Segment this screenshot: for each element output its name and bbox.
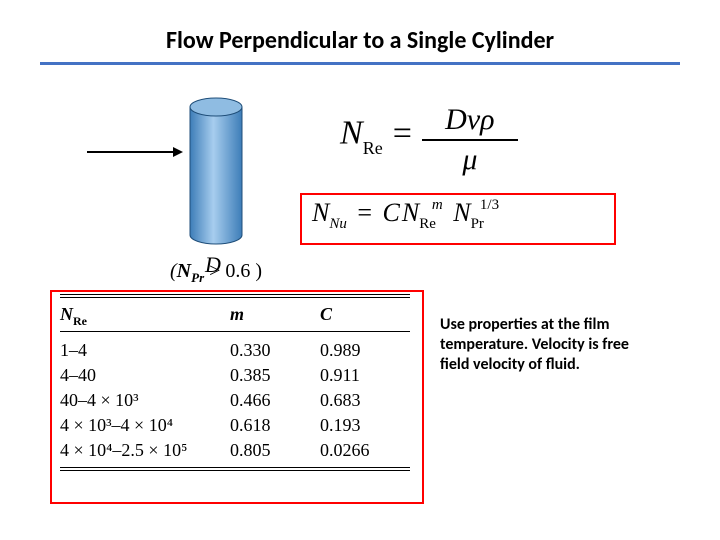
table-row: 0.193 [320,413,410,438]
th-nre-sub: Re [73,314,87,328]
cond-gt: > 0.6 ) [204,260,262,282]
coefficients-table: NRe m C 1–40.3300.989 4–400.3850.911 40–… [60,294,410,471]
table-row: 0.385 [230,363,320,388]
table-row: 0.618 [230,413,320,438]
eq1-sub: Re [363,138,383,158]
th-c: C [320,302,410,327]
eq1-rho: ρ [480,103,494,136]
th-nre: NRe [60,302,230,327]
usage-note: Use properties at the film temperature. … [440,315,690,375]
table-row: 1–4 [60,338,230,363]
table-row: 0.911 [320,363,410,388]
title-underline [40,62,680,65]
eq2-C: C [383,198,402,227]
table-row: 4 × 10³–4 × 10⁴ [60,413,230,438]
note-line: field velocity of fluid. [440,355,690,375]
flow-arrow [85,142,185,167]
eq-nusselt: NNu = CNRem NPr1/3 [312,198,503,228]
eq1-N: N [340,115,363,152]
slide-title: Flow Perpendicular to a Single Cylinder [0,26,720,55]
note-line: temperature. Velocity is free [440,335,690,355]
eq1-equals: = [387,115,418,152]
pr-condition: (NPr > 0.6 ) [170,260,262,283]
table-row: 0.805 [230,438,320,463]
eq2-sup13: 1/3 [480,197,499,213]
eq1-D: D [445,103,467,136]
table-row: 0.683 [320,388,410,413]
eq2-sub1: Nu [329,216,347,232]
table-row: 4 × 10⁴–2.5 × 10⁵ [60,438,230,463]
cond-sub: Pr [191,270,204,285]
eq2-supm: m [432,197,443,213]
eq2-N2: N [402,198,419,227]
table-row: 4–40 [60,363,230,388]
cond-lp: ( [170,260,177,282]
eq-reynolds: NRe = Dvρ μ [340,105,518,175]
eq2-N1: N [312,198,329,227]
eq1-mu: μ [422,145,518,175]
eq2-N3: N [453,198,470,227]
table-row: 0.330 [230,338,320,363]
eq2-eq: = [353,198,376,227]
table-row: 0.0266 [320,438,410,463]
note-line: Use properties at the film [440,315,690,335]
eq1-v: v [467,103,480,136]
th-nre-N: N [60,304,73,324]
eq2-sub2: Re [419,216,436,232]
cylinder-diagram [188,95,248,260]
th-m: m [230,302,320,327]
eq2-sub3: Pr [471,216,484,232]
title-text: Flow Perpendicular to a Single Cylinder [166,26,554,55]
table-row: 0.989 [320,338,410,363]
table-row: 0.466 [230,388,320,413]
table-row: 40–4 × 10³ [60,388,230,413]
cond-N: N [177,260,191,282]
